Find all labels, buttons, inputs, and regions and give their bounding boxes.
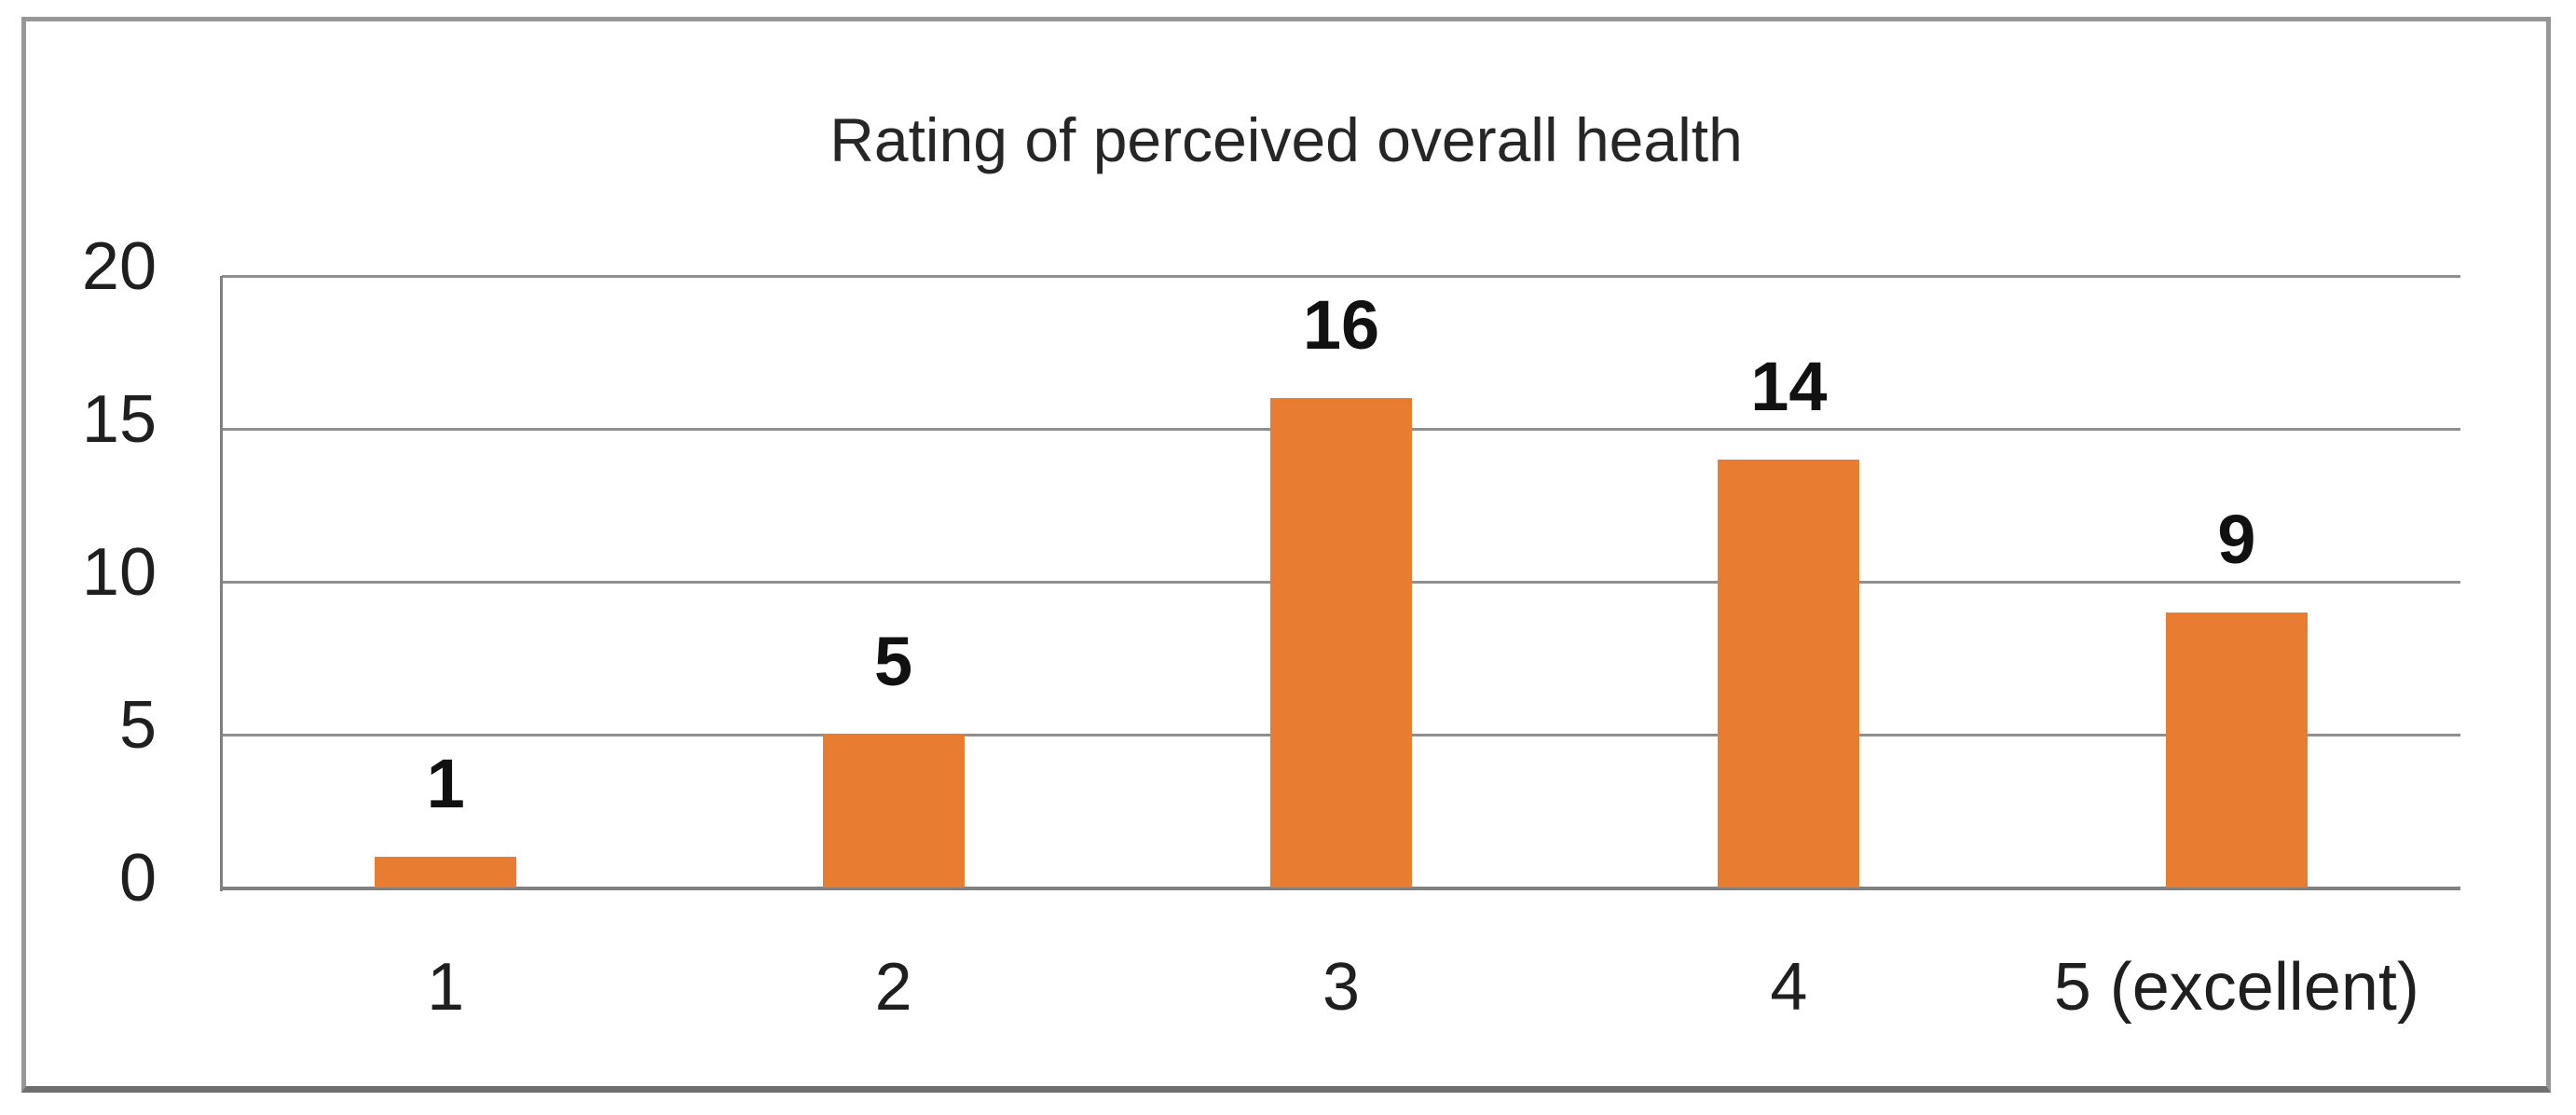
data-label-3: 16	[1302, 286, 1380, 365]
data-label-4: 14	[1750, 347, 1828, 425]
bar-category-3[interactable]	[1270, 398, 1412, 888]
x-tick-label-1: 1	[427, 950, 465, 1025]
y-tick-label-0: 0	[118, 841, 157, 915]
y-tick-label-5: 5	[118, 688, 157, 763]
data-label-5 (excellent): 9	[2217, 500, 2256, 578]
x-tick-label-2: 2	[874, 950, 912, 1025]
bar-category-2[interactable]	[822, 735, 965, 888]
bar-category-1[interactable]	[375, 857, 517, 888]
x-tick-label-4: 4	[1770, 950, 1808, 1025]
chart-title: Rating of perceived overall health	[829, 105, 1743, 174]
y-tick-label-15: 15	[81, 382, 157, 457]
x-tick-label-3: 3	[1322, 950, 1361, 1025]
y-tick-label-20: 20	[81, 229, 157, 304]
y-tick-label-10: 10	[81, 535, 157, 610]
data-label-1: 1	[426, 745, 465, 823]
data-label-2: 5	[874, 623, 913, 700]
x-tick-label-5 (excellent): 5 (excellent)	[2053, 950, 2419, 1025]
y-axis-line	[220, 276, 223, 891]
bar-category-4[interactable]	[1718, 459, 1860, 888]
gridline-y-20	[222, 274, 2460, 278]
x-axis-baseline	[222, 886, 2460, 890]
bar-category-5 (excellent)[interactable]	[2165, 612, 2308, 888]
